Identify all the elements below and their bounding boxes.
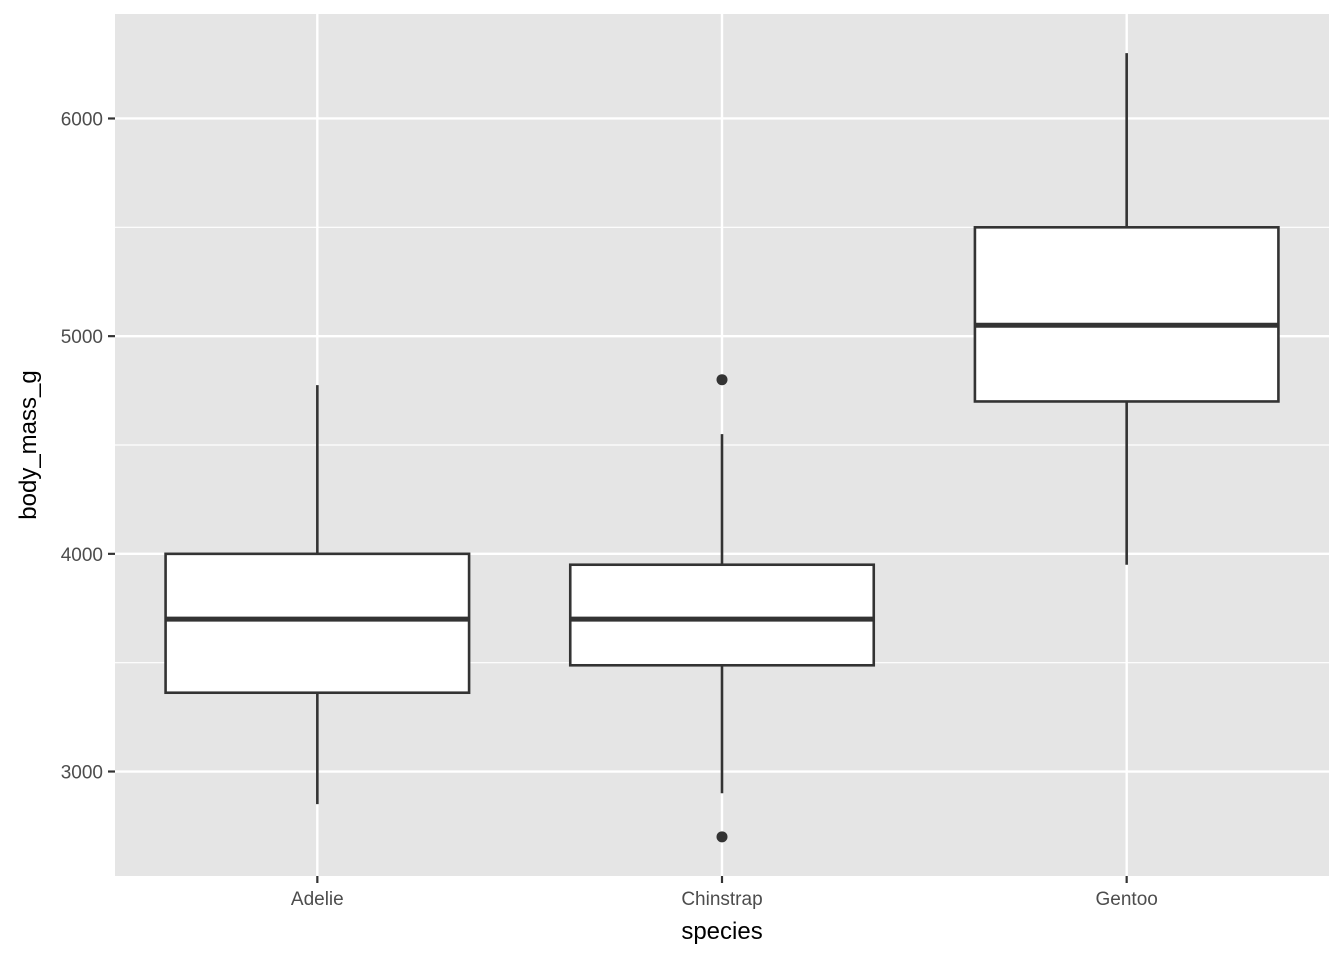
box-body: [973, 226, 1280, 403]
y-tick-label: 3000: [61, 763, 103, 784]
x-tick-label: Chinstrap: [681, 889, 762, 910]
x-tick-label: Adelie: [291, 889, 344, 910]
box-chinstrap: [568, 374, 876, 843]
box-body: [568, 563, 876, 667]
axes: 3000 4000 5000 6000 Adelie Chinstrap Gentoo: [61, 109, 1158, 910]
y-tick-label: 5000: [61, 327, 103, 348]
outlier-point: [716, 831, 728, 843]
box-body: [164, 552, 471, 695]
y-tick-label: 4000: [61, 545, 103, 566]
outlier-point: [716, 374, 728, 386]
box-gentoo: [973, 53, 1280, 565]
y-tick-label: 6000: [61, 109, 103, 130]
box-adelie: [164, 385, 471, 805]
y-axis-title: body_mass_g: [15, 370, 42, 519]
boxes: [164, 53, 1280, 843]
x-tick-label: Gentoo: [1096, 889, 1158, 910]
x-axis-title: species: [681, 918, 762, 945]
